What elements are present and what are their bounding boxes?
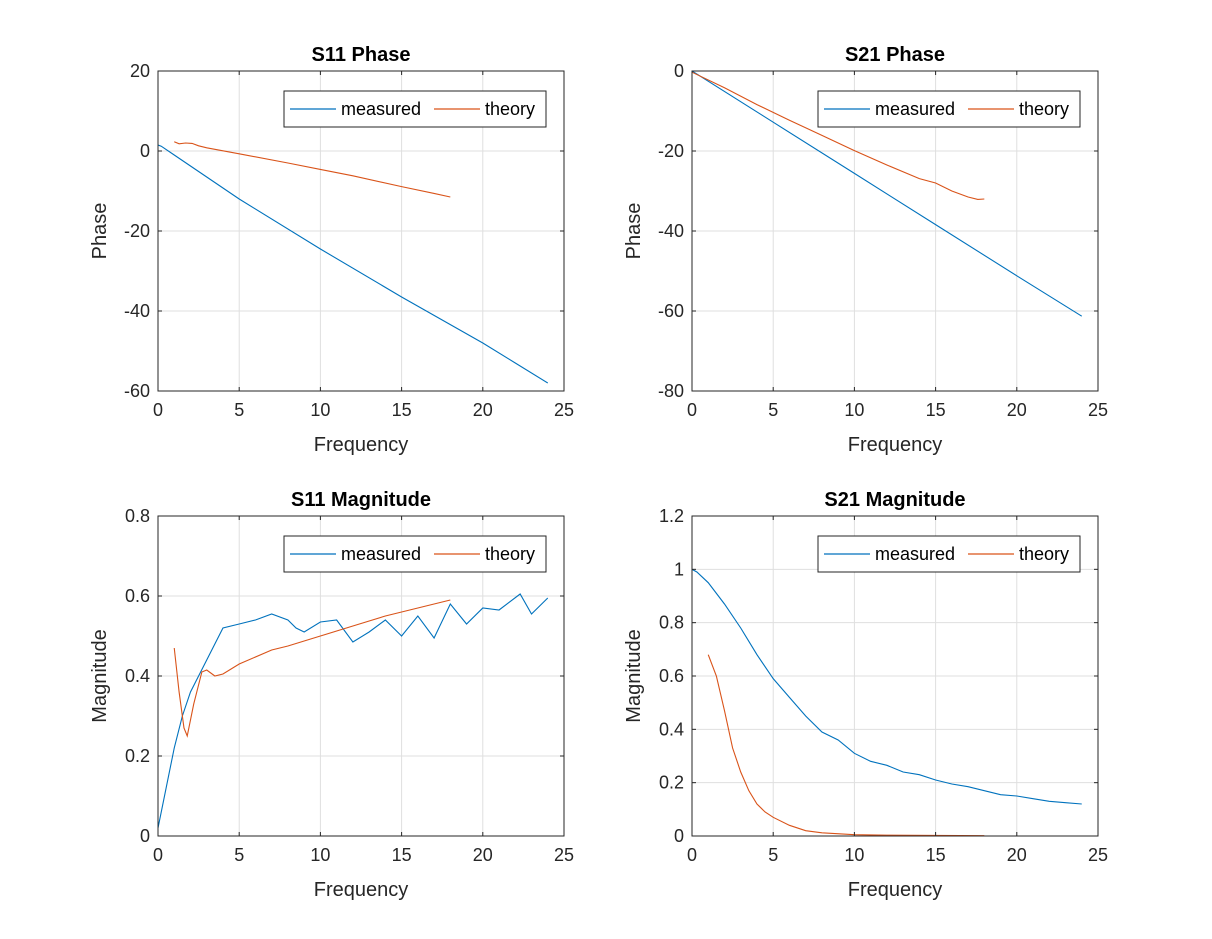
series-line-measured	[692, 568, 1082, 805]
series-line-measured	[158, 144, 549, 384]
y-axis-label: Magnitude	[89, 629, 111, 722]
x-tick-label: 0	[687, 845, 697, 865]
legend-box	[817, 535, 1081, 573]
x-tick-label: 25	[554, 845, 574, 865]
y-tick-label: 0	[674, 826, 684, 846]
x-tick-label: 5	[768, 400, 778, 420]
legend-entry-measured: measured	[290, 99, 421, 119]
legend-entry-measured: measured	[824, 544, 955, 564]
legend: measured theory	[283, 90, 547, 128]
legend-entry-measured: measured	[824, 99, 955, 119]
series-line-measured	[692, 71, 1083, 317]
y-tick-label: 0.4	[125, 666, 150, 686]
x-tick-label: 15	[392, 845, 412, 865]
y-tick-label: 0	[674, 61, 684, 81]
legend-label-measured: measured	[875, 99, 955, 119]
y-tick-label: -60	[658, 301, 684, 321]
x-tick-label: 20	[1007, 845, 1027, 865]
x-axis-label: Frequency	[314, 879, 409, 901]
x-tick-label: 25	[1088, 845, 1108, 865]
y-tick-label: 0.8	[659, 613, 684, 633]
series-line-measured	[158, 593, 549, 829]
x-tick-label: 15	[926, 400, 946, 420]
y-tick-label: -60	[124, 381, 150, 401]
y-tick-label: 0.4	[659, 719, 684, 739]
chart-title: S21 Magnitude	[824, 489, 965, 511]
legend-label-theory: theory	[1019, 544, 1069, 564]
legend-label-theory: theory	[1019, 99, 1069, 119]
x-tick-label: 10	[844, 845, 864, 865]
x-tick-label: 5	[234, 400, 244, 420]
legend-entry-theory: theory	[968, 99, 1069, 119]
x-tick-label: 10	[844, 400, 864, 420]
x-tick-label: 5	[234, 845, 244, 865]
y-tick-label: 20	[130, 61, 150, 81]
x-tick-label: 20	[473, 400, 493, 420]
y-tick-label: -20	[124, 221, 150, 241]
y-axis-label: Phase	[89, 203, 111, 260]
y-tick-label: -80	[658, 381, 684, 401]
y-axis-label: Phase	[623, 203, 645, 260]
y-tick-label: 0	[140, 826, 150, 846]
s11-phase-chart: 0 5 10 15 20 25 -60 -40 -20 0 20 S11 Phase Frequency…	[89, 44, 574, 456]
y-tick-label: 0	[140, 141, 150, 161]
x-tick-label: 5	[768, 845, 778, 865]
legend-entry-theory: theory	[434, 99, 535, 119]
chart-title: S11 Phase	[312, 44, 411, 66]
legend-label-theory: theory	[485, 544, 535, 564]
series-line-theory	[707, 654, 985, 836]
legend-label-theory: theory	[485, 99, 535, 119]
legend-entry-theory: theory	[434, 544, 535, 564]
x-tick-label: 0	[153, 845, 163, 865]
x-tick-label: 25	[1088, 400, 1108, 420]
y-axis-label: Magnitude	[623, 629, 645, 722]
legend-label-measured: measured	[341, 99, 421, 119]
y-tick-label: 0.2	[125, 746, 150, 766]
y-tick-label: 1	[674, 559, 684, 579]
y-tick-label: -20	[658, 141, 684, 161]
x-tick-label: 0	[687, 400, 697, 420]
series-line-theory	[174, 141, 451, 198]
x-tick-label: 20	[1007, 400, 1027, 420]
x-tick-label: 25	[554, 400, 574, 420]
x-tick-label: 15	[926, 845, 946, 865]
x-tick-label: 20	[473, 845, 493, 865]
chart-title: S11 Magnitude	[291, 489, 431, 511]
legend-label-measured: measured	[341, 544, 421, 564]
y-tick-label: -40	[658, 221, 684, 241]
legend: measured theory	[817, 535, 1081, 573]
x-axis-label: Frequency	[848, 434, 943, 456]
s21-magnitude-chart: 0 5 10 15 20 25 0 0.2 0.4 0.6 0.8 1 1.2 S21 Magnitude…	[623, 489, 1108, 901]
x-tick-label: 15	[392, 400, 412, 420]
x-tick-label: 10	[310, 400, 330, 420]
y-tick-label: 0.6	[659, 666, 684, 686]
x-tick-label: 0	[153, 400, 163, 420]
x-axis-label: Frequency	[848, 879, 943, 901]
y-tick-label: 0.8	[125, 506, 150, 526]
series-line-theory	[692, 71, 985, 200]
x-axis-label: Frequency	[314, 434, 409, 456]
legend: measured theory	[283, 535, 547, 573]
legend-label-measured: measured	[875, 544, 955, 564]
s21-phase-chart: 0 5 10 15 20 25 -80 -60 -40 -20 0 S21 Phase Frequenc…	[623, 44, 1108, 456]
x-tick-label: 10	[310, 845, 330, 865]
chart-title: S21 Phase	[845, 44, 945, 66]
y-tick-label: 0.2	[659, 773, 684, 793]
y-tick-label: 1.2	[659, 506, 684, 526]
legend-entry-theory: theory	[968, 544, 1069, 564]
y-tick-label: -40	[124, 301, 150, 321]
y-tick-label: 0.6	[125, 586, 150, 606]
legend-entry-measured: measured	[290, 544, 421, 564]
series-line-theory	[173, 599, 451, 738]
s11-magnitude-chart: 0 5 10 15 20 25 0 0.2 0.4 0.6 0.8 S11 Magnitude Freq…	[89, 489, 574, 901]
legend: measured theory	[817, 90, 1081, 128]
